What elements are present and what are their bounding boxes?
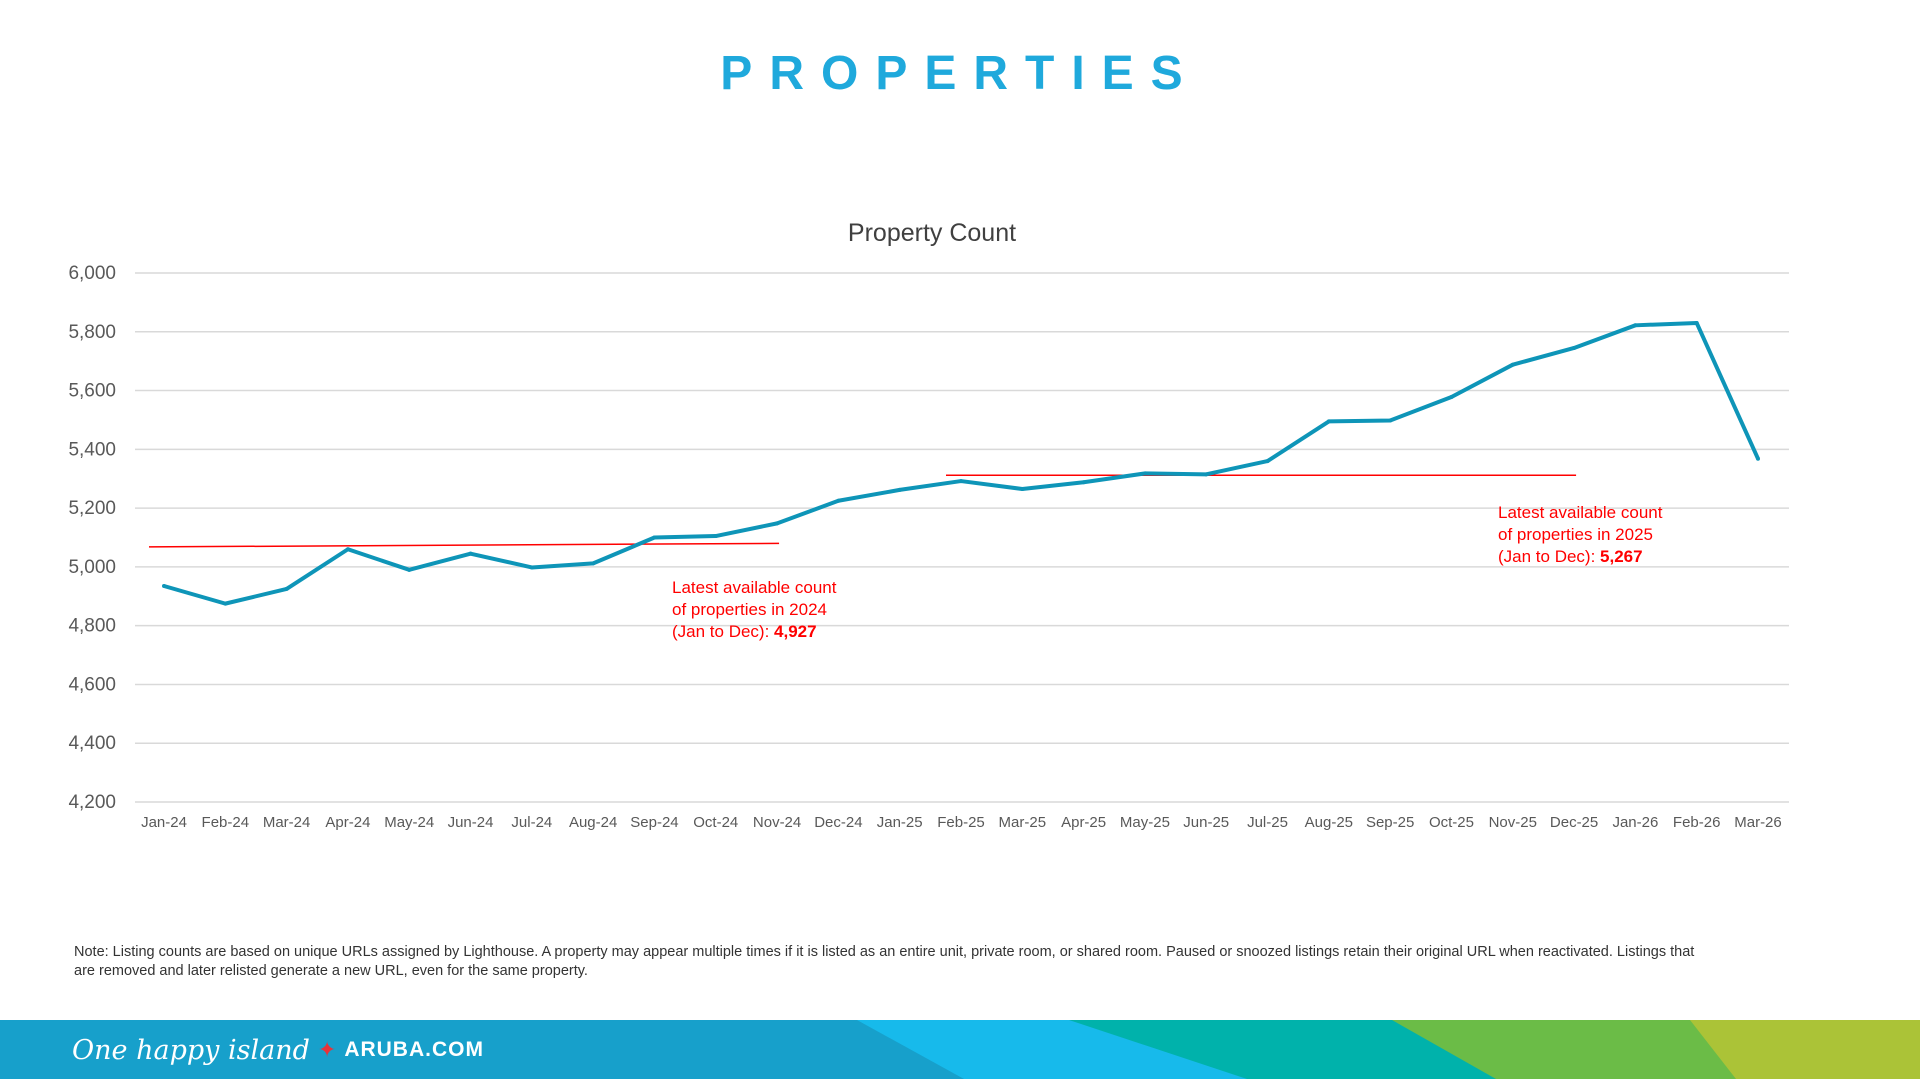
data-point [775, 521, 780, 526]
data-point [1020, 487, 1025, 492]
data-point [713, 534, 718, 539]
data-point [1694, 320, 1699, 325]
tagline: One happy island [72, 1034, 310, 1066]
x-tick-label: Aug-25 [1305, 814, 1353, 831]
y-tick-label: 4,600 [68, 674, 116, 695]
annotation-2024: Latest available count of properties in … [672, 577, 836, 643]
x-tick-label: Nov-24 [753, 814, 801, 831]
x-tick-label: Oct-24 [693, 814, 738, 831]
data-point [591, 561, 596, 566]
y-tick-label: 4,800 [68, 616, 116, 637]
footer-banner [0, 1020, 1920, 1079]
y-tick-label: 6,000 [68, 263, 116, 284]
data-point [1449, 395, 1454, 400]
property-count-chart: Property Count 4,200 4,400 4,600 4,800 5,000… [68, 219, 1789, 831]
data-point [529, 565, 534, 570]
x-tick-label: May-25 [1120, 814, 1170, 831]
data-point [897, 487, 902, 492]
annotation-text: (Jan to Dec): [1498, 547, 1601, 566]
x-tick-label: Apr-24 [325, 814, 370, 831]
data-point [652, 535, 657, 540]
data-point [1388, 418, 1393, 423]
data-point [162, 583, 166, 588]
x-tick-label: Oct-25 [1429, 814, 1474, 831]
annotation-value: 5,267 [1600, 547, 1643, 566]
x-tick-label: Feb-25 [937, 814, 985, 831]
y-tick-label: 5,400 [68, 439, 116, 460]
y-tick-label: 5,200 [68, 498, 116, 519]
annotation-2025: Latest available count of properties in … [1498, 502, 1662, 568]
data-point [836, 498, 841, 503]
x-tick-label: Mar-24 [263, 814, 311, 831]
data-point [1756, 456, 1760, 461]
footnote: Note: Listing counts are based on unique… [74, 944, 1695, 979]
footer-band-5 [1690, 1020, 1920, 1079]
data-point [1572, 345, 1577, 350]
annotation-text: of properties in 2025 [1498, 525, 1653, 544]
x-tick-label: Jan-24 [141, 814, 187, 831]
data-point [1204, 472, 1209, 477]
x-tick-label: Apr-25 [1061, 814, 1106, 831]
y-tick-label: 5,800 [68, 322, 116, 343]
x-tick-label: May-24 [384, 814, 434, 831]
reference-line [148, 542, 780, 548]
site-name: ARUBA.COM [344, 1038, 484, 1061]
data-point [345, 547, 350, 552]
x-tick-label: Jun-24 [448, 814, 494, 831]
x-tick-label: Dec-24 [814, 814, 862, 831]
annotation-text: (Jan to Dec): [672, 622, 775, 641]
aruba-logo[interactable]: One happy island ✦ ARUBA.COM [72, 1030, 484, 1070]
page-title: PROPERTIES [720, 47, 1200, 100]
x-tick-label: Jul-24 [511, 814, 552, 831]
data-point [468, 551, 473, 556]
x-tick-label: Sep-24 [630, 814, 678, 831]
x-tick-label: Jan-25 [877, 814, 923, 831]
data-point [1633, 323, 1638, 328]
data-point [284, 586, 289, 591]
data-point [1265, 459, 1270, 464]
x-tick-label: Feb-24 [202, 814, 250, 831]
chart-title: Property Count [848, 219, 1016, 247]
data-point [1326, 419, 1331, 424]
x-tick-label: Jan-26 [1612, 814, 1658, 831]
x-tick-label: Jun-25 [1183, 814, 1229, 831]
x-tick-label: Aug-24 [569, 814, 617, 831]
data-point [407, 567, 412, 572]
x-tick-label: Feb-26 [1673, 814, 1721, 831]
data-point [959, 479, 963, 484]
data-point [223, 601, 228, 606]
annotation-text: of properties in 2024 [672, 600, 827, 619]
y-tick-label: 4,200 [68, 792, 116, 813]
x-tick-label: Dec-25 [1550, 814, 1598, 831]
data-point [1142, 471, 1147, 476]
x-tick-label: Mar-25 [999, 814, 1047, 831]
y-tick-label: 4,400 [68, 733, 116, 754]
data-point [1081, 480, 1086, 485]
annotation-text: Latest available count [672, 578, 837, 597]
data-point [1510, 362, 1515, 367]
x-tick-label: Mar-26 [1734, 814, 1782, 831]
x-tick-label: Jul-25 [1247, 814, 1288, 831]
x-tick-label: Nov-25 [1489, 814, 1537, 831]
y-tick-label: 5,600 [68, 381, 116, 402]
y-tick-label: 5,000 [68, 557, 116, 578]
star-icon: ✦ [317, 1037, 337, 1062]
x-tick-label: Sep-25 [1366, 814, 1414, 831]
annotation-text: Latest available count [1498, 503, 1663, 522]
annotation-value: 4,927 [774, 622, 817, 641]
